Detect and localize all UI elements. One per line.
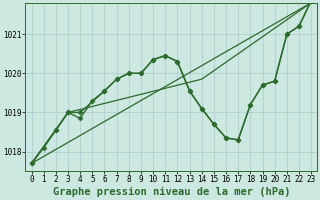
X-axis label: Graphe pression niveau de la mer (hPa): Graphe pression niveau de la mer (hPa) (52, 187, 290, 197)
